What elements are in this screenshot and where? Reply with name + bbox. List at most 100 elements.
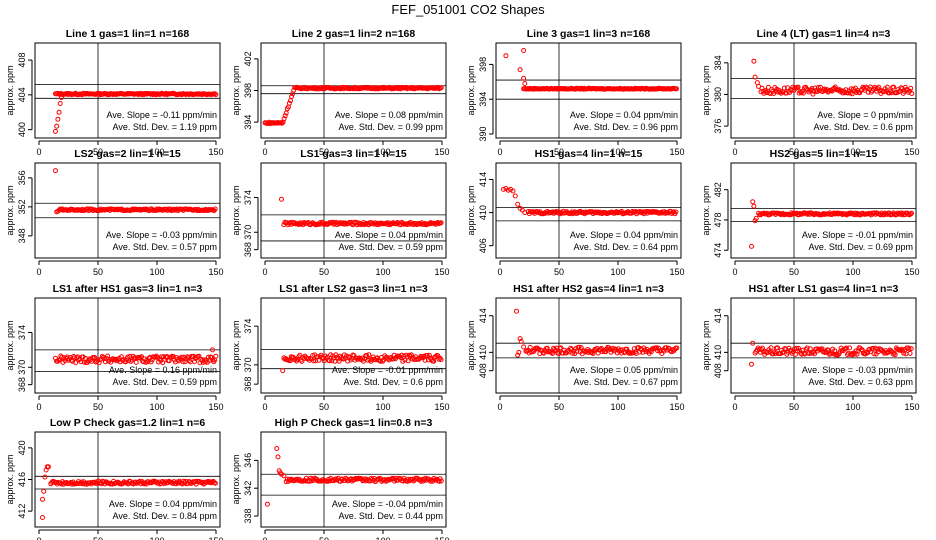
x-tick-label: 150 xyxy=(434,402,449,412)
figure-title: FEF_051001 CO2 Shapes xyxy=(391,2,545,17)
data-points xyxy=(749,340,914,367)
data-points xyxy=(53,347,219,366)
y-tick-label: 482 xyxy=(713,182,723,197)
slope-annotation: Ave. Slope = 0.08 ppm/min xyxy=(335,110,443,120)
chart-panel: HS2 gas=5 lin=1 n=15 0 50 100 150 474 478 482ap… xyxy=(701,148,920,277)
y-tick-label: 408 xyxy=(713,363,723,378)
x-tick-label: 50 xyxy=(789,402,799,412)
slope-annotation: Ave. Slope = 0 ppm/min xyxy=(817,110,913,120)
data-point xyxy=(909,210,914,216)
plot-frame xyxy=(34,431,221,528)
panel-title: HS1 gas=4 lin=1 n=15 xyxy=(535,148,643,160)
data-point xyxy=(205,208,211,214)
x-tick-label: 0 xyxy=(497,402,502,412)
data-point xyxy=(754,80,760,86)
data-point xyxy=(53,168,58,174)
y-tick-label: 410 xyxy=(478,345,488,360)
data-point xyxy=(515,352,521,358)
chart-panel: Line 4 (LT) gas=1 lin=4 n=3 0 50 100 150 376 3… xyxy=(701,28,920,157)
data-point xyxy=(807,346,813,352)
data-point xyxy=(361,358,366,364)
x-tick-label: 150 xyxy=(434,536,449,540)
data-point xyxy=(564,348,570,354)
data-point xyxy=(765,84,771,90)
slope-annotation: Ave. Slope = 0.16 ppm/min xyxy=(109,365,217,375)
data-point xyxy=(908,346,914,352)
y-axis-label: approx. ppm xyxy=(466,65,476,115)
data-point xyxy=(408,85,413,91)
data-point xyxy=(78,359,84,365)
data-point xyxy=(56,109,62,115)
x-tick-label: 150 xyxy=(669,267,684,277)
x-tick-label: 150 xyxy=(669,147,684,157)
data-point xyxy=(749,243,754,249)
y-tick-label: 410 xyxy=(713,345,723,360)
data-point xyxy=(768,345,774,351)
y-tick-label: 408 xyxy=(17,53,27,68)
data-point xyxy=(310,353,316,358)
y-tick-label: 348 xyxy=(17,228,27,243)
data-point xyxy=(871,351,877,357)
data-point xyxy=(388,86,394,92)
y-tick-label: 414 xyxy=(478,308,488,323)
data-point xyxy=(881,89,887,95)
data-point xyxy=(595,350,601,356)
data-points xyxy=(514,308,680,358)
data-points xyxy=(749,199,914,249)
data-points xyxy=(280,352,444,374)
data-point xyxy=(510,188,516,194)
data-points xyxy=(751,58,915,97)
y-axis-label: approx. ppm xyxy=(5,65,15,115)
chart-panel: Line 2 gas=1 lin=2 n=168 0 50 100 150 394 398 4… xyxy=(231,28,450,157)
panels: Line 1 gas=1 lin=1 n=168 0 50 100 150 400 404 4… xyxy=(5,28,920,540)
std-dev-annotation: Ave. Std. Dev. = 0.64 ppm xyxy=(574,242,678,252)
data-point xyxy=(753,215,759,221)
y-tick-label: 376 xyxy=(713,119,723,134)
slope-annotation: Ave. Slope = -0.01 ppm/min xyxy=(332,365,443,375)
x-tick-label: 150 xyxy=(434,147,449,157)
y-axis-label: approx. ppm xyxy=(5,185,15,235)
data-point xyxy=(522,81,528,86)
data-point xyxy=(527,344,533,350)
data-point xyxy=(521,48,527,53)
y-tick-label: 406 xyxy=(478,238,488,253)
chart-panel: LS1 after HS1 gas=3 lin=1 n=3 0 50 100 150 36… xyxy=(5,283,224,412)
std-dev-annotation: Ave. Std. Dev. = 0.84 ppm xyxy=(113,511,217,521)
y-axis-label: approx. ppm xyxy=(231,65,241,115)
data-point xyxy=(512,193,518,199)
plot-frame xyxy=(730,42,917,139)
x-tick-label: 0 xyxy=(497,267,502,277)
x-tick-label: 100 xyxy=(149,402,164,412)
data-point xyxy=(658,209,664,215)
std-dev-annotation: Ave. Std. Dev. = 0.67 ppm xyxy=(574,377,678,387)
panel-title: LS2 gas=2 lin=1 n=15 xyxy=(74,148,181,160)
std-dev-annotation: Ave. Std. Dev. = 0.99 ppm xyxy=(339,122,443,132)
std-dev-annotation: Ave. Std. Dev. = 0.57 ppm xyxy=(113,242,217,252)
data-point xyxy=(503,53,509,59)
data-point xyxy=(505,187,511,193)
data-point xyxy=(517,67,523,73)
data-points xyxy=(53,168,218,215)
x-tick-label: 0 xyxy=(36,147,41,157)
data-point xyxy=(757,349,763,355)
x-tick-label: 100 xyxy=(845,267,860,277)
data-point xyxy=(61,355,67,361)
data-point xyxy=(541,350,547,356)
data-point xyxy=(749,361,754,367)
x-tick-label: 50 xyxy=(789,267,799,277)
y-tick-label: 352 xyxy=(17,199,27,214)
plot-frame xyxy=(495,42,682,139)
chart-panel: LS1 gas=3 lin=1 n=15 0 50 100 150 368 370 374ap… xyxy=(231,148,450,277)
data-point xyxy=(854,351,860,357)
x-tick-label: 0 xyxy=(732,267,737,277)
data-points xyxy=(264,446,444,507)
data-point xyxy=(515,201,521,207)
data-point xyxy=(426,352,432,358)
data-point xyxy=(777,89,783,95)
y-tick-label: 338 xyxy=(243,509,253,524)
data-point xyxy=(624,346,630,352)
x-tick-label: 0 xyxy=(262,267,267,277)
y-tick-label: 412 xyxy=(17,504,27,519)
data-point xyxy=(275,454,281,460)
